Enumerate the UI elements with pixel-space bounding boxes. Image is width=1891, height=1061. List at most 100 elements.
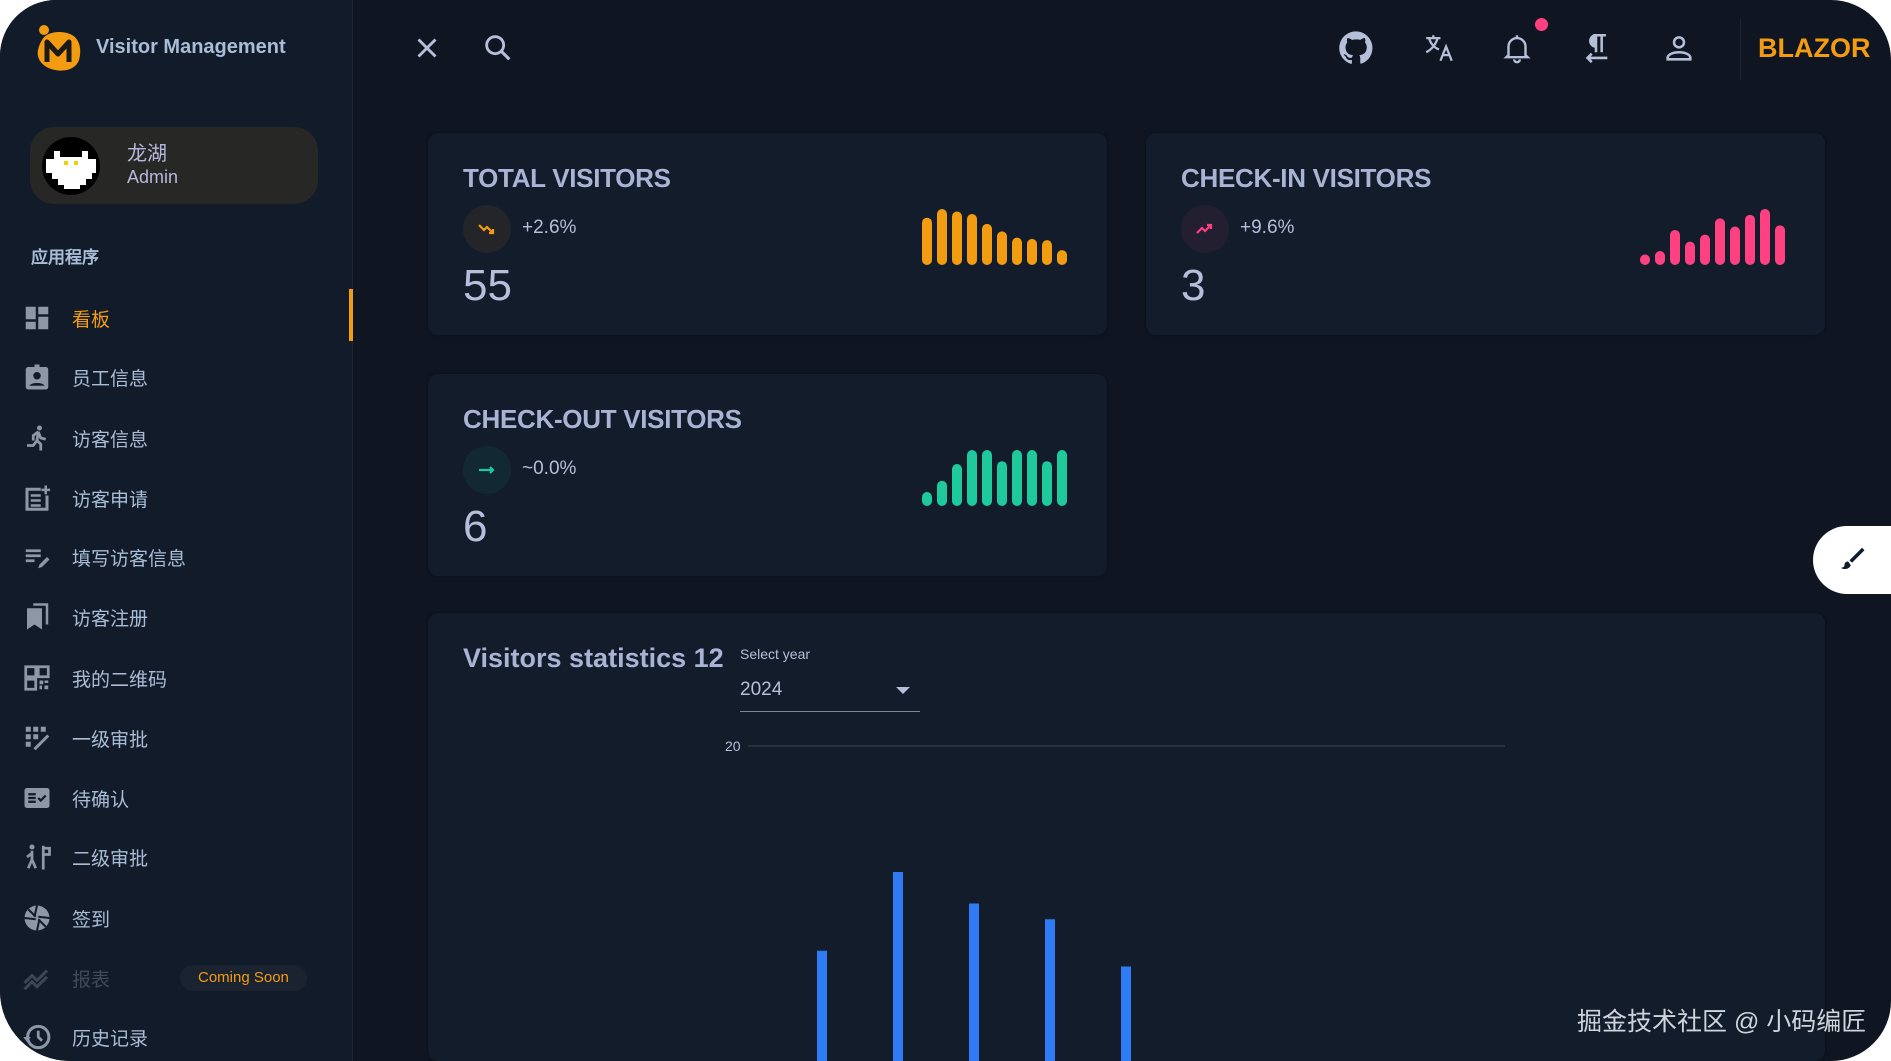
sparkline-bar: [1745, 214, 1755, 265]
sidebar-item-label: 看板: [72, 310, 111, 331]
chart-title: Visitors statistics 12: [463, 643, 724, 673]
sidebar-item-label: 填写访客信息: [72, 549, 187, 570]
sparkline-bar: [952, 211, 962, 265]
sidebar-item-label: 签到: [72, 910, 111, 931]
trend-badge: [463, 446, 511, 494]
paint-brush-icon: [1840, 547, 1865, 570]
hiking-sign-icon: [26, 844, 51, 870]
qr-code-icon: [24, 665, 50, 691]
sidebar-item-8[interactable]: 待确认: [0, 771, 350, 821]
sidebar-item-1[interactable]: 员工信息: [0, 350, 350, 400]
sidebar-item-11: 报表 Coming Soon: [0, 951, 350, 1001]
sparkline-bar: [997, 231, 1007, 265]
history-icon: [23, 1024, 51, 1050]
trending-up-icon: [1196, 223, 1213, 234]
user-name: 龙湖: [127, 143, 167, 165]
sparkline-bar: [1730, 226, 1740, 265]
year-select[interactable]: 2024: [740, 673, 920, 712]
dashboard-icon: [25, 306, 49, 330]
card-title: CHECK-IN VISITORS: [1181, 163, 1432, 193]
card-value: 55: [463, 261, 512, 310]
visitors-bar-chart: 20: [725, 738, 1505, 1061]
text-direction-icon[interactable]: [1579, 31, 1613, 65]
topbar-divider: [1740, 18, 1741, 80]
card-title: TOTAL VISITORS: [463, 163, 671, 193]
sparkline-bar: [1027, 450, 1037, 506]
sidebar-item-label: 历史记录: [72, 1029, 149, 1050]
sparkline-bar: [1042, 240, 1052, 265]
sparkline: [922, 450, 1067, 506]
percent-change: +2.6%: [522, 217, 577, 238]
sparkline-bar: [1775, 225, 1785, 265]
avatar: [42, 137, 100, 195]
sidebar-item-4[interactable]: 填写访客信息: [0, 530, 350, 580]
theme-customizer-button[interactable]: [1813, 526, 1891, 594]
sidebar-item-label: 访客申请: [72, 490, 149, 511]
sparkline-bar: [1012, 237, 1022, 265]
app-title: Visitor Management: [96, 36, 286, 58]
sidebar-item-3[interactable]: 访客申请: [0, 471, 350, 521]
chart-icon: [23, 969, 49, 991]
sparkline: [922, 209, 1067, 265]
sparkline-bar: [1057, 250, 1067, 265]
sparkline-bar: [1670, 230, 1680, 265]
sparkline-bar: [922, 217, 932, 265]
y-tick-label: 20: [725, 738, 741, 754]
card-value: 3: [1181, 261, 1206, 310]
notification-bell-icon[interactable]: [1500, 31, 1534, 65]
percent-change: ~0.0%: [522, 458, 577, 479]
percent-change: +9.6%: [1240, 217, 1295, 238]
sidebar-item-9[interactable]: 二级审批: [0, 830, 350, 880]
sidebar-item-7[interactable]: 一级审批: [0, 711, 350, 761]
sparkline-bar: [1760, 209, 1770, 265]
sparkline-bar: [967, 450, 977, 506]
app-logo: [37, 25, 81, 71]
watermark: 掘金技术社区 @ 小码编匠: [1577, 1008, 1867, 1036]
nav-section-title: 应用程序: [31, 248, 99, 267]
sparkline-bar: [1655, 251, 1665, 265]
sidebar-item-0[interactable]: 看板: [0, 291, 350, 341]
trend-badge: [1181, 205, 1229, 253]
sidebar-item-6[interactable]: 我的二维码: [0, 651, 350, 701]
sidebar-item-10[interactable]: 签到: [0, 891, 350, 941]
sidebar-item-label: 访客注册: [72, 609, 149, 630]
sparkline-bar: [997, 461, 1007, 506]
sparkline-bar: [1700, 234, 1710, 265]
sparkline-bar: [1715, 218, 1725, 265]
bookmarks-icon: [27, 603, 49, 630]
badge-icon: [25, 364, 49, 390]
close-icon[interactable]: [410, 31, 444, 65]
github-icon[interactable]: [1337, 29, 1375, 67]
sidebar-item-12[interactable]: 历史记录: [0, 1010, 350, 1060]
year-select-value: 2024: [740, 679, 783, 700]
sidebar-item-label: 一级审批: [72, 730, 149, 751]
trend-badge: [463, 205, 511, 253]
sidebar-item-2[interactable]: 访客信息: [0, 411, 350, 461]
select-year-label: Select year: [740, 646, 811, 662]
trending-down-icon: [478, 224, 495, 235]
bar-month-3: [893, 872, 903, 1061]
sparkline-bar: [1027, 238, 1037, 265]
sparkline-bar: [967, 213, 977, 265]
user-role: Admin: [127, 167, 179, 187]
brand-label[interactable]: BLAZOR: [1758, 33, 1871, 63]
account-icon[interactable]: [1662, 31, 1696, 65]
user-card[interactable]: 龙湖 Admin: [30, 127, 318, 204]
sidebar-item-label: 待确认: [72, 790, 130, 811]
sparkline-bar: [937, 480, 947, 506]
notification-dot: [1535, 18, 1548, 31]
translate-icon[interactable]: [1422, 31, 1456, 65]
stat-card-0: TOTAL VISITORS +2.6% 55: [428, 133, 1107, 335]
sparkline-bar: [1012, 450, 1022, 506]
sparkline-bar: [1685, 241, 1695, 265]
sidebar-item-5[interactable]: 访客注册: [0, 590, 350, 640]
search-icon[interactable]: [481, 31, 515, 65]
sparkline-bar: [922, 492, 932, 506]
sidebar: Visitor Management 龙湖 Admin 应用程序 看板员工信息访…: [0, 0, 353, 1061]
bar-month-4: [969, 903, 979, 1061]
approval-icon: [25, 726, 50, 751]
sparkline-bar: [982, 223, 992, 265]
sparkline-bar: [952, 464, 962, 506]
edit-note-icon: [25, 549, 50, 569]
